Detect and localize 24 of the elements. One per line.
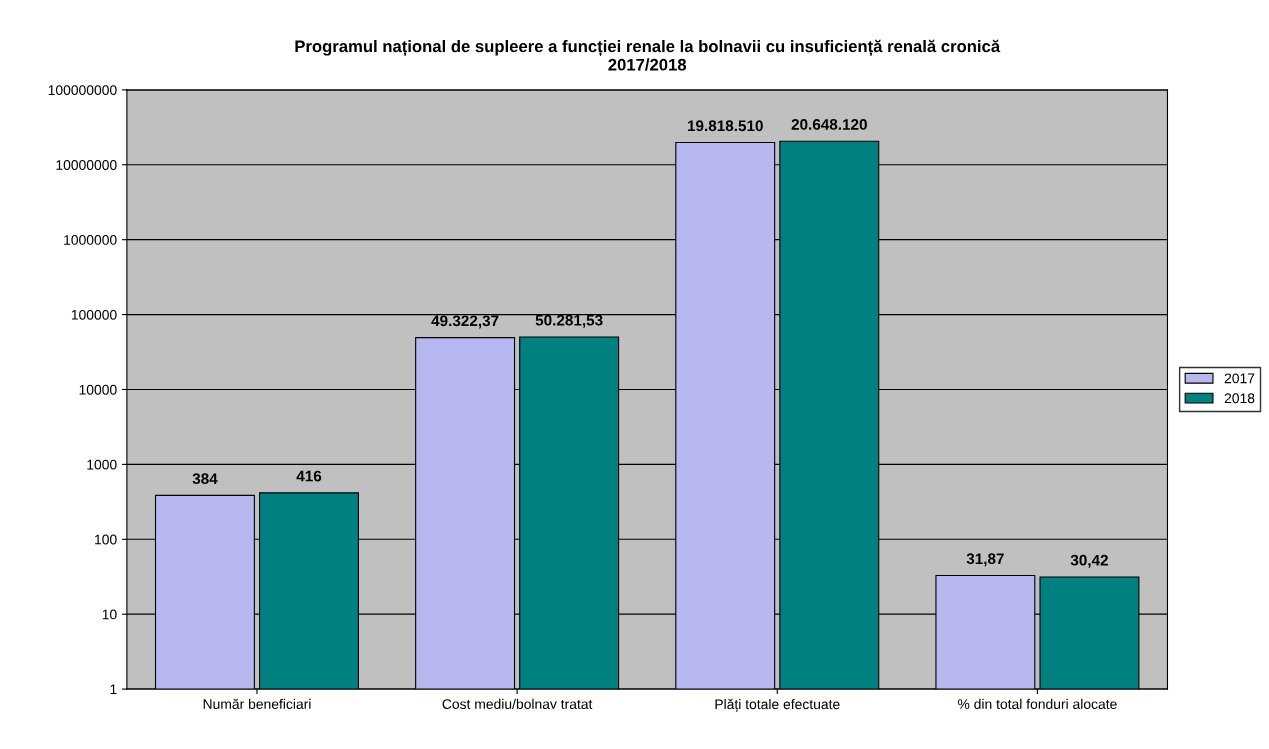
data-label: 31,87 <box>966 553 1004 567</box>
x-tick-label: Plăți totale efectuate <box>715 698 840 712</box>
chart-title: Programul național de supleere a funcției renale la bolnavii cu insuficiență renală cronică 2017/2018 <box>295 39 1001 71</box>
data-label: 49.322,37 <box>431 315 499 329</box>
data-label: 30,42 <box>1070 554 1108 568</box>
x-tick-label: % din total fonduri alocate <box>958 698 1117 709</box>
y-tick-label: 1000 <box>87 459 117 470</box>
legend-label: 2018 <box>1224 393 1255 404</box>
data-label: 50.281,53 <box>535 314 603 328</box>
data-label: 19.818.510 <box>687 120 763 132</box>
y-tick-label: 100 <box>95 534 117 545</box>
data-label: 20.648.120 <box>791 119 867 130</box>
y-tick-label: 10000000 <box>56 160 117 170</box>
y-tick-label: 100000000 <box>48 85 117 96</box>
x-tick-label: Cost mediu/bolnav tratat <box>442 698 593 709</box>
legend-label: 2017 <box>1224 373 1255 384</box>
y-tick-label: 10000 <box>79 384 117 395</box>
y-tick-label: 100000 <box>71 309 117 320</box>
y-tick-label: 1 <box>110 684 117 695</box>
data-label: 384 <box>192 473 218 485</box>
y-tick-label: 10 <box>102 609 117 620</box>
x-tick-label: Număr beneficiari <box>203 698 311 709</box>
y-tick-label: 1000000 <box>64 235 117 245</box>
data-label: 416 <box>296 470 322 482</box>
